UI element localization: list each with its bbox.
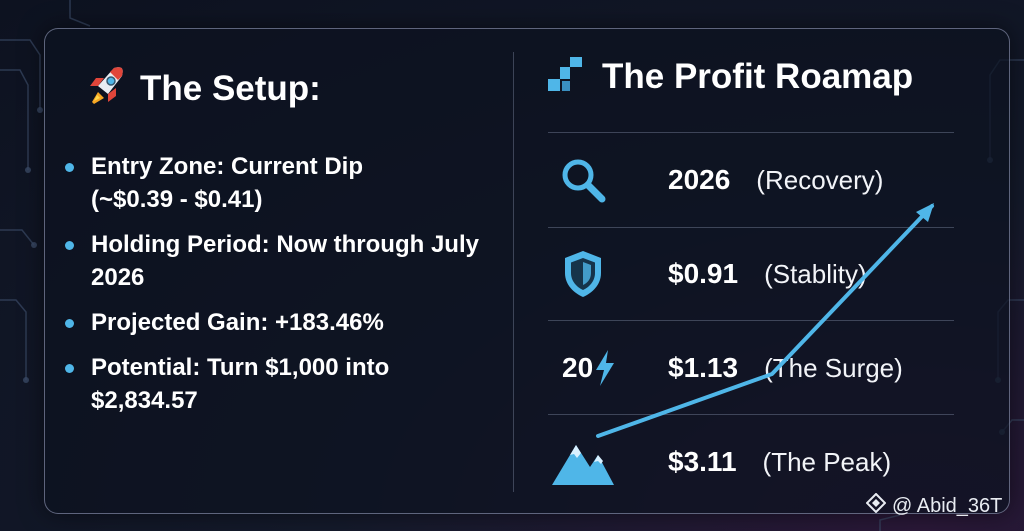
lightning-icon-label: 20 [562,352,594,383]
rocket-icon [86,64,126,115]
watermark: @ Abid_36T [865,492,1003,519]
row-divider [548,227,954,228]
setup-bullet-list: Entry Zone: Current Dip (~$0.39 - $0.41)… [62,150,512,429]
lightning-icon: 20 [548,338,618,398]
roadmap-value: 2026 [668,164,731,195]
bullet-text: Potential: Turn $1,000 into [91,354,390,381]
roadmap-value: $3.11 [668,446,737,477]
roadmap-note: (Stablity) [764,258,867,289]
roadmap-row-recovery: 2026 (Recovery) [548,150,954,210]
bullet-dot [65,319,74,328]
bullet-entry-zone: Entry Zone: Current Dip (~$0.39 - $0.41) [62,150,512,216]
bullet-text-cont: $2,834.57 [91,387,198,414]
roadmap-title: The Profit Roamap [602,57,914,96]
roadmap-note: (The Surge) [764,352,903,383]
bullet-text: Holding Period: Now through July [91,231,479,258]
row-divider [548,132,954,133]
setup-title: The Setup: [140,69,321,108]
roadmap-note: (Recovery) [756,164,884,195]
bullet-text-cont: (~$0.39 - $0.41) [91,186,263,213]
roadmap-value: $1.13 [668,352,739,383]
row-divider [548,414,954,415]
steps-chart-icon [546,55,586,100]
bullet-dot [65,241,74,250]
roadmap-row-stability: $0.91 (Stablity) [548,244,954,304]
watermark-text: @ Abid_36T [892,494,1003,517]
bullet-text-cont: 2026 [91,264,145,291]
bullet-dot [65,163,74,172]
magnifier-icon [548,150,618,210]
roadmap-value: $0.91 [668,258,739,289]
bullet-potential: Potential: Turn $1,000 into $2,834.57 [62,351,512,417]
shield-icon [548,244,618,304]
roadmap-note: (The Peak) [762,446,892,477]
roadmap-row-surge: 20 $1.13 (The Surge) [548,338,954,398]
bullet-projected-gain: Projected Gain: +183.46% [62,306,512,339]
roadmap-row-peak: $3.11 (The Peak) [548,432,954,492]
bullet-text: Entry Zone: Current Dip [91,153,364,180]
bullet-dot [65,364,74,373]
row-divider [548,320,954,321]
column-divider [513,52,514,492]
roadmap-header: The Profit Roamap [546,52,913,102]
diamond-logo-icon [865,492,887,519]
bullet-text: Projected Gain: +183.46% [91,309,384,336]
setup-header: The Setup: [86,64,321,114]
bullet-holding-period: Holding Period: Now through July 2026 [62,228,512,294]
mountain-icon [548,432,618,492]
